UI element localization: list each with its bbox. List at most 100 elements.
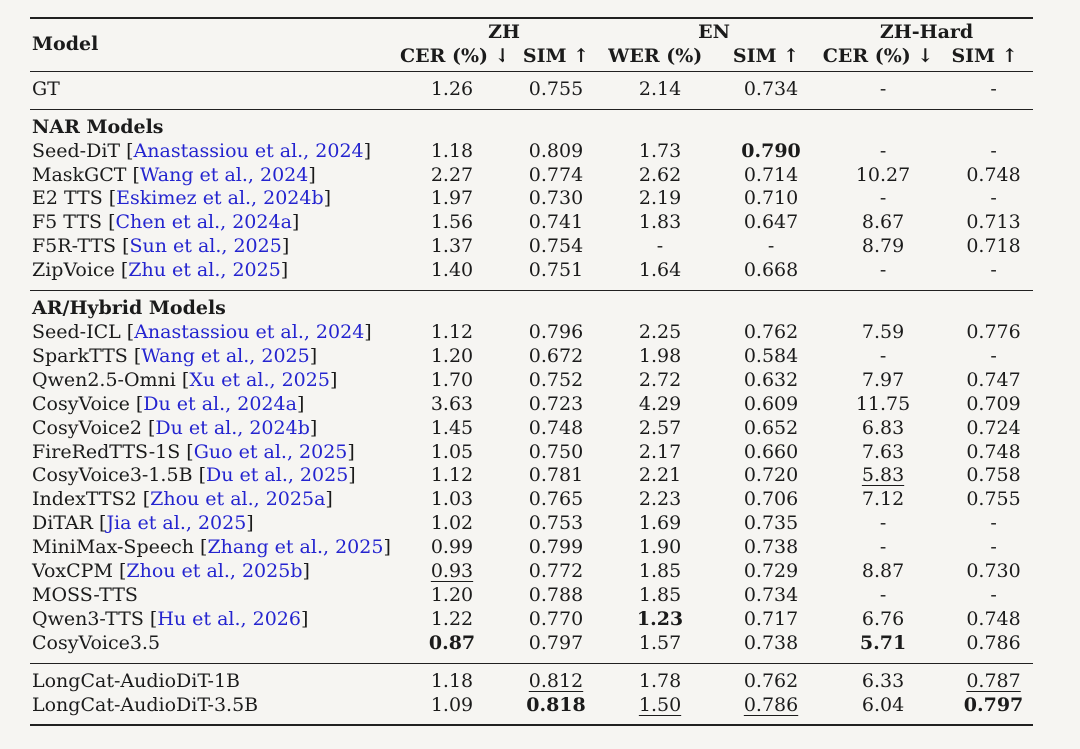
cell-en-sim: 0.720 <box>743 464 799 487</box>
cell-en-sim: 0.584 <box>743 344 799 367</box>
table-row: FireRedTTS-1S [Guo et al., 2025] 1.05 0.75… <box>30 441 1033 465</box>
group-header-zh: ZH <box>488 21 520 43</box>
cell-zhhard-sim: - <box>990 344 997 367</box>
cell-zh-cer: 1.12 <box>430 320 474 343</box>
cell-zh-sim: 0.799 <box>528 536 584 559</box>
cell-zh-sim: 0.770 <box>528 607 584 630</box>
cell-en-wer: 1.85 <box>638 560 682 583</box>
cell-zhhard-cer: 10.27 <box>855 163 911 186</box>
cell-en-wer: 2.23 <box>638 488 682 511</box>
col-header-zhhard-sim: SIM ↑ <box>951 44 1018 67</box>
model-name: MOSS-TTS <box>32 583 138 606</box>
model-cell: MOSS-TTS <box>30 584 400 608</box>
cell-zh-sim: 0.765 <box>528 488 584 511</box>
citation-link[interactable]: Wang et al., 2025 <box>141 344 310 367</box>
cell-en-sim: 0.706 <box>743 488 799 511</box>
cell-zhhard-sim: 0.747 <box>966 368 1021 391</box>
cell-zhhard-sim: 0.709 <box>966 392 1021 415</box>
cell-zh-cer: 3.63 <box>430 392 474 415</box>
cell-zhhard-cer: 7.63 <box>861 440 905 463</box>
section-title-row: AR/Hybrid Models <box>30 291 1033 321</box>
cell-zh-cer: 0.93 <box>430 560 474 583</box>
cell-zh-cer: 1.20 <box>430 583 474 606</box>
cell-zhhard-sim: - <box>990 77 997 100</box>
table-row: Qwen2.5-Omni [Xu et al., 2025] 1.70 0.752 2… <box>30 369 1033 393</box>
cell-en-wer: 1.73 <box>638 139 682 162</box>
cell-zh-cer: 0.99 <box>430 536 474 559</box>
citation-link[interactable]: Anastassiou et al., 2024 <box>133 139 364 162</box>
section-title-row: NAR Models <box>30 109 1033 139</box>
model-name: VoxCPM <box>32 560 113 583</box>
cell-en-sim: 0.632 <box>743 368 799 391</box>
table-row: LongCat-AudioDiT-1B 1.18 0.812 1.78 0.762 6.3… <box>30 663 1033 693</box>
cell-zh-cer: 1.05 <box>430 440 474 463</box>
cell-zhhard-sim: - <box>990 259 997 282</box>
table-row: CosyVoice [Du et al., 2024a] 3.63 0.723 4.2… <box>30 393 1033 417</box>
cell-zhhard-sim: 0.748 <box>966 607 1021 630</box>
cell-zhhard-sim: 0.787 <box>966 669 1021 692</box>
cell-zhhard-sim: 0.776 <box>966 320 1021 343</box>
cell-zhhard-cer: 6.04 <box>861 693 905 716</box>
cell-zhhard-sim: 0.718 <box>966 235 1021 258</box>
citation-link[interactable]: Anastassiou et al., 2024 <box>134 320 365 343</box>
cell-zhhard-cer: - <box>879 139 887 162</box>
cell-zh-cer: 1.02 <box>430 512 474 535</box>
citation-link[interactable]: Wang et al., 2024 <box>139 163 309 186</box>
model-cell: DiTAR [Jia et al., 2025] <box>32 512 254 535</box>
model-cell: Qwen2.5-Omni [Xu et al., 2025] <box>32 368 338 391</box>
citation-link[interactable]: Zhang et al., 2025 <box>207 536 384 559</box>
citation-link[interactable]: Du et al., 2024b <box>155 416 310 439</box>
group-header-zh-hard: ZH-Hard <box>879 21 974 43</box>
cell-zh-cer: 1.18 <box>430 139 474 162</box>
citation-link[interactable]: Xu et al., 2025 <box>189 368 330 391</box>
model-name: FireRedTTS-1S <box>32 440 181 463</box>
citation-link[interactable]: Zhu et al., 2025 <box>128 259 281 282</box>
cell-zhhard-cer: 7.59 <box>861 320 905 343</box>
citation-link[interactable]: Du et al., 2025 <box>205 464 349 487</box>
cell-en-sim: 0.660 <box>743 440 799 463</box>
cell-zh-cer: 1.09 <box>430 693 474 716</box>
cell-en-wer: 1.69 <box>638 512 682 535</box>
model-name: CosyVoice3.5 <box>32 631 161 654</box>
model-name: DiTAR <box>32 512 93 535</box>
citation-link[interactable]: Jia et al., 2025 <box>106 512 247 535</box>
cell-en-wer: 2.72 <box>638 368 682 391</box>
cell-en-wer: 2.25 <box>638 320 682 343</box>
citation-link[interactable]: Du et al., 2024a <box>143 392 297 415</box>
cell-zhhard-cer: 8.79 <box>861 235 905 258</box>
cell-zh-cer: 1.26 <box>430 77 474 100</box>
citation-link[interactable]: Zhou et al., 2025a <box>150 488 326 511</box>
cell-zh-sim: 0.750 <box>528 440 584 463</box>
cell-en-wer: 4.29 <box>638 392 682 415</box>
cell-en-wer: 1.85 <box>638 583 682 606</box>
cell-en-wer: 2.62 <box>638 163 682 186</box>
cell-zhhard-sim: 0.713 <box>966 211 1021 234</box>
model-cell: MiniMax-Speech [Zhang et al., 2025] <box>32 536 391 559</box>
section-nar-models: NAR Models Seed-DiT [Anastassiou et al., … <box>30 109 1034 290</box>
cell-zhhard-cer: 5.83 <box>861 464 905 487</box>
citation-link[interactable]: Guo et al., 2025 <box>193 440 348 463</box>
citation-link[interactable]: Sun et al., 2025 <box>129 235 282 258</box>
model-cell: CosyVoice [Du et al., 2024a] <box>32 392 305 415</box>
cell-zh-sim: 0.809 <box>528 139 584 162</box>
table-row: E2 TTS [Eskimez et al., 2024b] 1.97 0.730 2… <box>30 187 1033 211</box>
col-header-zh-cer: CER (%) ↓ <box>400 44 504 67</box>
model-name: Qwen2.5-Omni <box>32 368 176 391</box>
model-name: MaskGCT <box>32 163 127 186</box>
citation-link[interactable]: Chen et al., 2024a <box>115 211 292 234</box>
cell-zh-cer: 1.20 <box>430 344 474 367</box>
cell-zh-sim: 0.812 <box>528 669 584 692</box>
cell-zh-sim: 0.772 <box>528 560 584 583</box>
citation-link[interactable]: Eskimez et al., 2024b <box>116 187 324 210</box>
cell-en-wer: 1.23 <box>636 607 684 630</box>
cell-en-sim: 0.762 <box>743 669 799 692</box>
citation-link[interactable]: Hu et al., 2026 <box>157 607 301 630</box>
table-row: Qwen3-TTS [Hu et al., 2026] 1.22 0.770 1.23… <box>30 608 1033 632</box>
cell-zh-cer: 1.45 <box>430 416 474 439</box>
cell-zh-cer: 1.97 <box>430 187 474 210</box>
model-name: Qwen3-TTS <box>32 607 144 630</box>
model-name: E2 TTS <box>32 187 103 210</box>
cell-en-wer: 1.64 <box>638 259 682 282</box>
col-header-zh-sim: SIM ↑ <box>522 44 590 67</box>
citation-link[interactable]: Zhou et al., 2025b <box>126 560 303 583</box>
